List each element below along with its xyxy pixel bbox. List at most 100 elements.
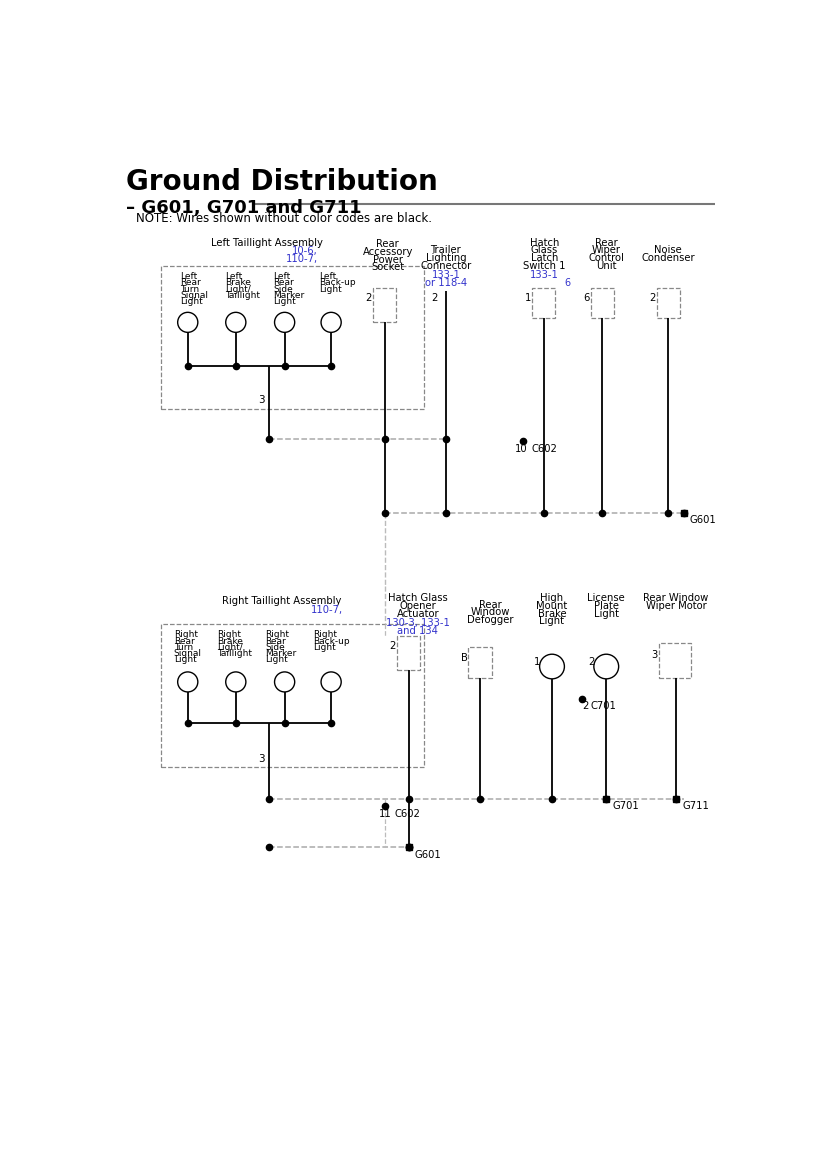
Text: Control: Control (587, 253, 623, 263)
Text: 2: 2 (431, 293, 437, 304)
Text: Rear: Rear (265, 636, 286, 646)
Text: B: B (460, 653, 467, 663)
Text: Unit: Unit (595, 261, 616, 271)
Text: C602: C602 (394, 809, 420, 819)
Text: Light: Light (539, 617, 563, 627)
Text: Right: Right (217, 630, 241, 640)
Text: or 118-4: or 118-4 (424, 278, 466, 287)
Text: Left: Left (224, 272, 242, 282)
Text: Signal: Signal (174, 649, 201, 658)
Text: Actuator: Actuator (396, 608, 439, 619)
Text: 3: 3 (258, 755, 265, 764)
Text: 10-6,: 10-6, (292, 246, 318, 256)
Text: Plate: Plate (593, 602, 618, 611)
Text: Hatch Glass: Hatch Glass (387, 593, 447, 604)
Text: Light: Light (180, 297, 202, 306)
Bar (373, 287, 396, 321)
Text: High: High (540, 593, 563, 604)
Text: Signal: Signal (180, 291, 208, 300)
Text: Condenser: Condenser (640, 253, 695, 263)
Bar (658, 643, 690, 678)
Text: Left: Left (273, 272, 290, 282)
Text: Light: Light (593, 608, 618, 619)
Text: Rear: Rear (180, 278, 201, 287)
Bar (161, 625, 423, 766)
Text: Back-up: Back-up (313, 636, 350, 646)
Text: Side: Side (273, 285, 292, 293)
Text: Light: Light (273, 297, 296, 306)
Text: Turn: Turn (174, 642, 192, 651)
Text: 3: 3 (258, 395, 265, 406)
Text: Left Taillight Assembly: Left Taillight Assembly (211, 238, 323, 248)
Text: Marker: Marker (265, 649, 296, 658)
Bar (590, 287, 613, 319)
Text: Right: Right (265, 630, 289, 640)
Text: G601: G601 (689, 515, 716, 525)
Text: G601: G601 (414, 850, 441, 860)
Text: Hatch: Hatch (529, 238, 559, 248)
Text: Latch: Latch (530, 253, 557, 263)
Text: Glass: Glass (530, 246, 557, 255)
Text: Rear Window: Rear Window (643, 593, 708, 604)
Text: NOTE: Wires shown without color codes are black.: NOTE: Wires shown without color codes ar… (136, 212, 432, 225)
Text: 10: 10 (514, 444, 527, 454)
Text: 2: 2 (581, 701, 588, 712)
Text: Window: Window (470, 607, 509, 618)
Text: 130-3, 133-1: 130-3, 133-1 (386, 618, 450, 628)
Text: 110-7,: 110-7, (310, 605, 343, 615)
Text: 2: 2 (388, 641, 395, 651)
Text: Light: Light (319, 285, 342, 293)
Text: Socket: Socket (371, 262, 404, 272)
Text: 2: 2 (649, 293, 655, 304)
Text: 133-1: 133-1 (431, 270, 459, 280)
Text: Left: Left (180, 272, 197, 282)
Text: Power: Power (373, 255, 402, 264)
Text: 3: 3 (650, 649, 657, 659)
Text: Brake: Brake (224, 278, 251, 287)
Text: 1: 1 (533, 657, 540, 668)
Bar (468, 647, 491, 678)
Text: G701: G701 (612, 801, 639, 811)
Text: Taillight: Taillight (217, 649, 252, 658)
Text: C701: C701 (590, 701, 616, 712)
Bar (532, 287, 554, 319)
Text: 1: 1 (524, 293, 531, 304)
Text: Lighting: Lighting (425, 253, 465, 263)
Text: Brake: Brake (537, 608, 566, 619)
Text: and 134: and 134 (397, 626, 438, 636)
Text: 6: 6 (563, 278, 570, 287)
Text: – G601, G701 and G711: – G601, G701 and G711 (125, 199, 361, 217)
Text: Light/: Light/ (224, 285, 251, 293)
Text: Side: Side (265, 642, 285, 651)
Text: Rear: Rear (376, 239, 399, 249)
Text: Accessory: Accessory (362, 247, 413, 257)
Text: Wiper: Wiper (591, 246, 620, 255)
Text: Switch 1: Switch 1 (523, 261, 565, 271)
Text: Rear: Rear (478, 599, 500, 610)
Text: Light: Light (174, 655, 197, 664)
Text: 2: 2 (364, 293, 371, 304)
Text: Light: Light (313, 642, 336, 651)
Text: Light: Light (265, 655, 287, 664)
Text: C602: C602 (531, 444, 556, 454)
Text: Turn: Turn (180, 285, 199, 293)
Text: 2: 2 (587, 657, 594, 668)
Text: Noise: Noise (654, 246, 681, 255)
Bar (656, 287, 679, 319)
Text: License: License (586, 593, 624, 604)
Text: Ground Distribution: Ground Distribution (125, 168, 437, 196)
Text: 110-7,: 110-7, (286, 254, 318, 264)
Text: G711: G711 (681, 801, 708, 811)
Text: Marker: Marker (273, 291, 304, 300)
Text: Rear: Rear (273, 278, 293, 287)
Text: Defogger: Defogger (466, 615, 513, 625)
Text: Opener: Opener (399, 602, 436, 611)
Text: Right Taillight Assembly: Right Taillight Assembly (222, 596, 341, 606)
Text: Trailer: Trailer (430, 246, 460, 255)
Text: Right: Right (313, 630, 337, 640)
Text: 6: 6 (583, 293, 589, 304)
Text: 133-1: 133-1 (529, 270, 558, 280)
Text: Light/: Light/ (217, 642, 242, 651)
Text: 11: 11 (378, 809, 391, 819)
Bar (161, 267, 423, 409)
